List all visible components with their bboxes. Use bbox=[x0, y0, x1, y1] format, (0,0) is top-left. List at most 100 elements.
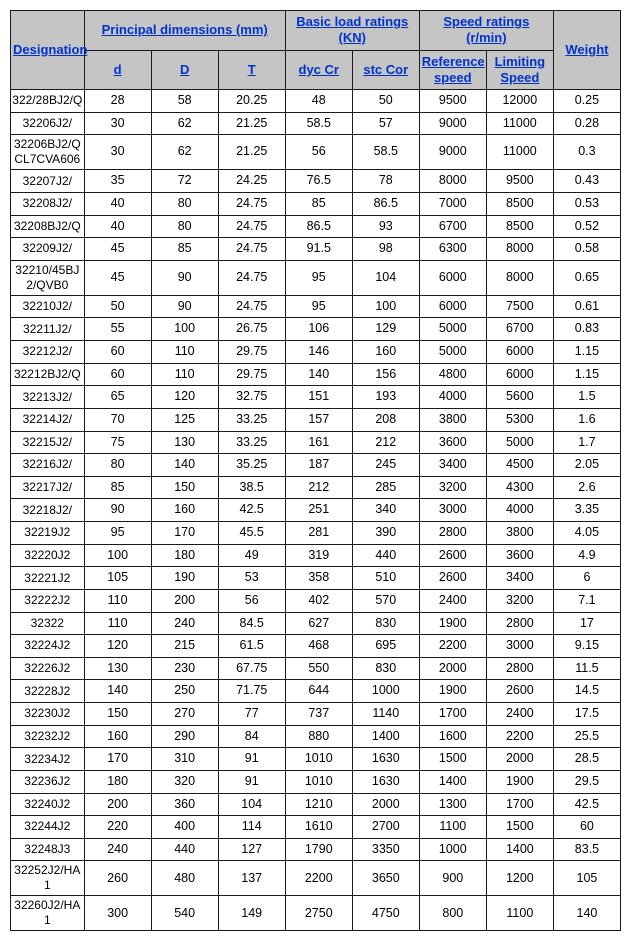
th-basic-load[interactable]: Basic load ratings (KN) bbox=[285, 11, 419, 51]
cell-designation: 32215J2/ bbox=[11, 431, 85, 454]
cell-designation: 32230J2 bbox=[11, 703, 85, 726]
cell-T: 29.75 bbox=[218, 341, 285, 364]
table-row: 32244J2220400114161027001100150060 bbox=[11, 816, 621, 839]
cell-stc: 193 bbox=[352, 386, 419, 409]
cell-dyc: 1210 bbox=[285, 793, 352, 816]
cell-stc: 1000 bbox=[352, 680, 419, 703]
cell-d: 65 bbox=[84, 386, 151, 409]
table-row: 32212BJ2/Q6011029.75140156480060001.15 bbox=[11, 363, 621, 386]
cell-stc: 245 bbox=[352, 454, 419, 477]
cell-stc: 58.5 bbox=[352, 135, 419, 170]
cell-d: 55 bbox=[84, 318, 151, 341]
th-D[interactable]: D bbox=[151, 50, 218, 90]
table-row: 32234J217031091101016301500200028.5 bbox=[11, 748, 621, 771]
cell-D: 215 bbox=[151, 635, 218, 658]
th-designation[interactable]: Designation bbox=[11, 11, 85, 90]
cell-lim: 8500 bbox=[486, 215, 553, 238]
cell-D: 90 bbox=[151, 295, 218, 318]
cell-dyc: 1610 bbox=[285, 816, 352, 839]
th-T[interactable]: T bbox=[218, 50, 285, 90]
cell-d: 28 bbox=[84, 90, 151, 113]
cell-stc: 1630 bbox=[352, 748, 419, 771]
cell-designation: 32213J2/ bbox=[11, 386, 85, 409]
th-limiting[interactable]: Limiting Speed bbox=[486, 50, 553, 90]
th-weight[interactable]: Weight bbox=[553, 11, 620, 90]
cell-D: 190 bbox=[151, 567, 218, 590]
cell-D: 290 bbox=[151, 725, 218, 748]
cell-designation: 32234J2 bbox=[11, 748, 85, 771]
cell-dyc: 319 bbox=[285, 544, 352, 567]
cell-dyc: 48 bbox=[285, 90, 352, 113]
th-reference[interactable]: Reference speed bbox=[419, 50, 486, 90]
cell-dyc: 468 bbox=[285, 635, 352, 658]
th-principal[interactable]: Principal dimensions (mm) bbox=[84, 11, 285, 51]
cell-D: 140 bbox=[151, 454, 218, 477]
cell-d: 105 bbox=[84, 567, 151, 590]
cell-dyc: 95 bbox=[285, 260, 352, 295]
cell-weight: 2.6 bbox=[553, 476, 620, 499]
cell-ref: 800 bbox=[419, 896, 486, 931]
cell-stc: 1630 bbox=[352, 770, 419, 793]
cell-d: 110 bbox=[84, 589, 151, 612]
cell-T: 24.75 bbox=[218, 192, 285, 215]
cell-stc: 285 bbox=[352, 476, 419, 499]
table-row: 32219J29517045.5281390280038004.05 bbox=[11, 522, 621, 545]
cell-dyc: 106 bbox=[285, 318, 352, 341]
cell-designation: 32226J2 bbox=[11, 657, 85, 680]
table-row: 32218J2/9016042.5251340300040003.35 bbox=[11, 499, 621, 522]
cell-weight: 60 bbox=[553, 816, 620, 839]
cell-ref: 2400 bbox=[419, 589, 486, 612]
cell-dyc: 187 bbox=[285, 454, 352, 477]
th-speed[interactable]: Speed ratings (r/min) bbox=[419, 11, 553, 51]
cell-stc: 2000 bbox=[352, 793, 419, 816]
cell-ref: 1900 bbox=[419, 680, 486, 703]
cell-d: 240 bbox=[84, 838, 151, 861]
cell-d: 100 bbox=[84, 544, 151, 567]
table-row: 32215J2/7513033.25161212360050001.7 bbox=[11, 431, 621, 454]
cell-D: 110 bbox=[151, 341, 218, 364]
cell-stc: 208 bbox=[352, 408, 419, 431]
table-row: 3232211024084.56278301900280017 bbox=[11, 612, 621, 635]
cell-T: 49 bbox=[218, 544, 285, 567]
table-row: 32212J2/6011029.75146160500060001.15 bbox=[11, 341, 621, 364]
cell-stc: 1400 bbox=[352, 725, 419, 748]
cell-lim: 2600 bbox=[486, 680, 553, 703]
cell-dyc: 1790 bbox=[285, 838, 352, 861]
cell-lim: 3400 bbox=[486, 567, 553, 590]
table-row: 32226J213023067.755508302000280011.5 bbox=[11, 657, 621, 680]
cell-stc: 830 bbox=[352, 612, 419, 635]
cell-lim: 11000 bbox=[486, 112, 553, 135]
th-stcCor[interactable]: stc Cor bbox=[352, 50, 419, 90]
cell-designation: 32206BJ2/QCL7CVA606 bbox=[11, 135, 85, 170]
cell-d: 180 bbox=[84, 770, 151, 793]
cell-lim: 5000 bbox=[486, 431, 553, 454]
cell-stc: 3350 bbox=[352, 838, 419, 861]
th-dycCr[interactable]: dyc Cr bbox=[285, 50, 352, 90]
cell-lim: 7500 bbox=[486, 295, 553, 318]
cell-d: 110 bbox=[84, 612, 151, 635]
cell-designation: 32219J2 bbox=[11, 522, 85, 545]
cell-designation: 32236J2 bbox=[11, 770, 85, 793]
cell-ref: 2000 bbox=[419, 657, 486, 680]
cell-weight: 2.05 bbox=[553, 454, 620, 477]
cell-weight: 0.25 bbox=[553, 90, 620, 113]
cell-D: 58 bbox=[151, 90, 218, 113]
cell-weight: 0.61 bbox=[553, 295, 620, 318]
cell-ref: 3800 bbox=[419, 408, 486, 431]
th-d[interactable]: d bbox=[84, 50, 151, 90]
table-row: 32213J2/6512032.75151193400056001.5 bbox=[11, 386, 621, 409]
cell-dyc: 146 bbox=[285, 341, 352, 364]
cell-T: 114 bbox=[218, 816, 285, 839]
cell-lim: 5600 bbox=[486, 386, 553, 409]
cell-lim: 4000 bbox=[486, 499, 553, 522]
cell-ref: 8000 bbox=[419, 170, 486, 193]
cell-stc: 93 bbox=[352, 215, 419, 238]
cell-weight: 0.65 bbox=[553, 260, 620, 295]
cell-T: 24.75 bbox=[218, 238, 285, 261]
cell-ref: 3600 bbox=[419, 431, 486, 454]
cell-d: 45 bbox=[84, 238, 151, 261]
table-row: 32208J2/408024.758586.5700085000.53 bbox=[11, 192, 621, 215]
cell-dyc: 91.5 bbox=[285, 238, 352, 261]
cell-D: 80 bbox=[151, 215, 218, 238]
cell-ref: 3400 bbox=[419, 454, 486, 477]
